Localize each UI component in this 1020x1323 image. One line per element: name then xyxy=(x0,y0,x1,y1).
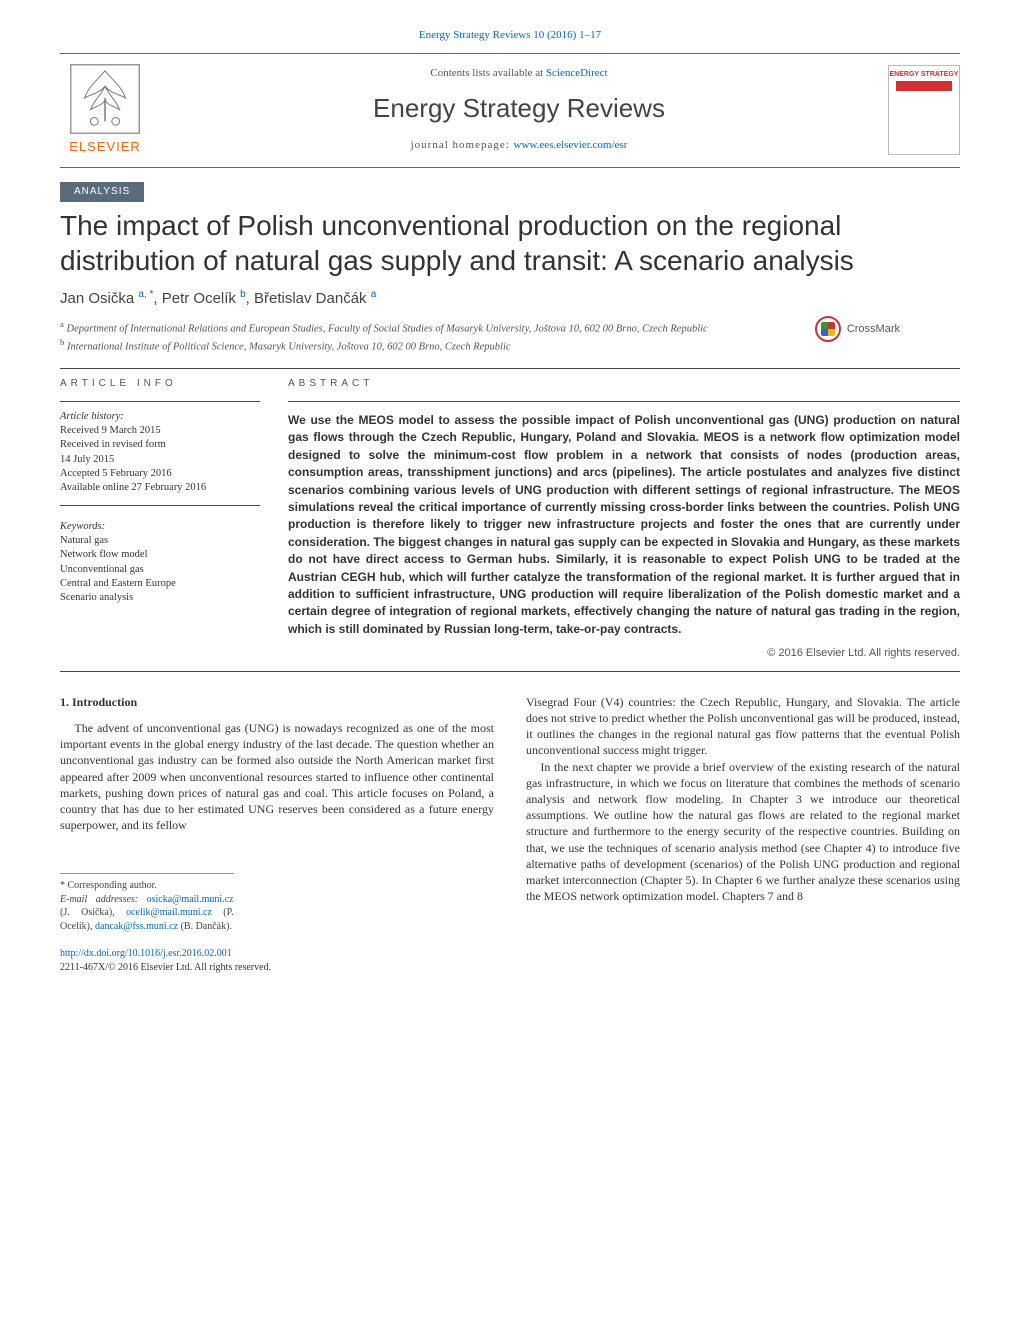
section-1-heading: 1. Introduction xyxy=(60,694,494,710)
keywords-list: Natural gasNetwork flow modelUnconventio… xyxy=(60,534,260,605)
intro-para-left: The advent of unconventional gas (UNG) i… xyxy=(60,720,494,833)
corresponding-author-note: * Corresponding author. xyxy=(60,879,234,893)
history-label: Article history: xyxy=(60,410,260,424)
footnotes: * Corresponding author. E-mail addresses… xyxy=(60,873,234,933)
keyword: Unconventional gas xyxy=(60,563,260,577)
article-info: ARTICLE INFO Article history: Received 9… xyxy=(60,377,260,660)
cover-bar xyxy=(896,81,952,91)
email-link[interactable]: ocelik@mail.muni.cz xyxy=(126,907,212,918)
abstract-text: We use the MEOS model to assess the poss… xyxy=(288,412,960,638)
info-kw-rule xyxy=(60,505,260,506)
journal-homepage: journal homepage: www.ees.elsevier.com/e… xyxy=(150,138,888,153)
author-list: Jan Osička a, *, Petr Ocelík b, Břetisla… xyxy=(60,288,960,309)
contents-available: Contents lists available at ScienceDirec… xyxy=(150,66,888,81)
abstract-bottom-rule xyxy=(60,671,960,672)
author-emails: E-mail addresses: osicka@mail.muni.cz (J… xyxy=(60,893,234,934)
history-line: 14 July 2015 xyxy=(60,453,260,467)
history-lines: Received 9 March 2015Received in revised… xyxy=(60,424,260,495)
elsevier-tree-icon xyxy=(70,64,140,134)
info-top-rule xyxy=(60,368,960,369)
emails-label: E-mail addresses: xyxy=(60,894,138,905)
top-rule xyxy=(60,53,960,54)
issn-copyright: 2211-467X/© 2016 Elsevier Ltd. All right… xyxy=(60,962,271,973)
doi-block: http://dx.doi.org/10.1016/j.esr.2016.02.… xyxy=(60,947,494,974)
crossmark-icon xyxy=(815,316,841,342)
cover-label: ENERGY STRATEGY xyxy=(890,70,959,79)
intro-para-right-2: In the next chapter we provide a brief o… xyxy=(526,759,960,905)
body-columns: 1. Introduction The advent of unconventi… xyxy=(60,694,960,975)
journal-reference: Energy Strategy Reviews 10 (2016) 1–17 xyxy=(60,28,960,43)
abstract-copyright: © 2016 Elsevier Ltd. All rights reserved… xyxy=(288,646,960,661)
abstract-rule xyxy=(288,401,960,402)
body-right-column: Visegrad Four (V4) countries: the Czech … xyxy=(526,694,960,975)
history-line: Received in revised form xyxy=(60,438,260,452)
article-type-bar: ANALYSIS xyxy=(60,182,960,202)
article-type-chip: ANALYSIS xyxy=(60,182,144,202)
info-rule xyxy=(60,401,260,402)
history-line: Received 9 March 2015 xyxy=(60,424,260,438)
crossmark-badge[interactable]: CrossMark xyxy=(815,316,900,342)
intro-para-right-1: Visegrad Four (V4) countries: the Czech … xyxy=(526,694,960,759)
email-link[interactable]: dancak@fss.muni.cz xyxy=(95,921,178,932)
elsevier-logo: ELSEVIER xyxy=(60,64,150,156)
abstract-heading: ABSTRACT xyxy=(288,377,960,391)
contents-prefix: Contents lists available at xyxy=(430,67,545,79)
keywords-label: Keywords: xyxy=(60,520,260,534)
journal-cover-thumb: ENERGY STRATEGY xyxy=(888,65,960,155)
keyword: Network flow model xyxy=(60,548,260,562)
keyword: Central and Eastern Europe xyxy=(60,577,260,591)
keyword: Scenario analysis xyxy=(60,591,260,605)
sciencedirect-link[interactable]: ScienceDirect xyxy=(546,67,608,79)
journal-title: Energy Strategy Reviews xyxy=(150,91,888,126)
homepage-prefix: journal homepage: xyxy=(411,139,514,151)
homepage-link[interactable]: www.ees.elsevier.com/esr xyxy=(514,139,628,151)
crossmark-label: CrossMark xyxy=(847,322,900,337)
masthead-bottom-rule xyxy=(60,167,960,168)
masthead: ELSEVIER Contents lists available at Sci… xyxy=(60,58,960,164)
keyword: Natural gas xyxy=(60,534,260,548)
body-left-column: 1. Introduction The advent of unconventi… xyxy=(60,694,494,975)
email-link[interactable]: osicka@mail.muni.cz xyxy=(147,894,234,905)
elsevier-wordmark: ELSEVIER xyxy=(69,138,141,156)
history-line: Accepted 5 February 2016 xyxy=(60,467,260,481)
article-title: The impact of Polish unconventional prod… xyxy=(60,208,870,278)
doi-link[interactable]: http://dx.doi.org/10.1016/j.esr.2016.02.… xyxy=(60,948,232,959)
abstract-column: ABSTRACT We use the MEOS model to assess… xyxy=(288,377,960,660)
history-line: Available online 27 February 2016 xyxy=(60,481,260,495)
article-info-heading: ARTICLE INFO xyxy=(60,377,260,391)
